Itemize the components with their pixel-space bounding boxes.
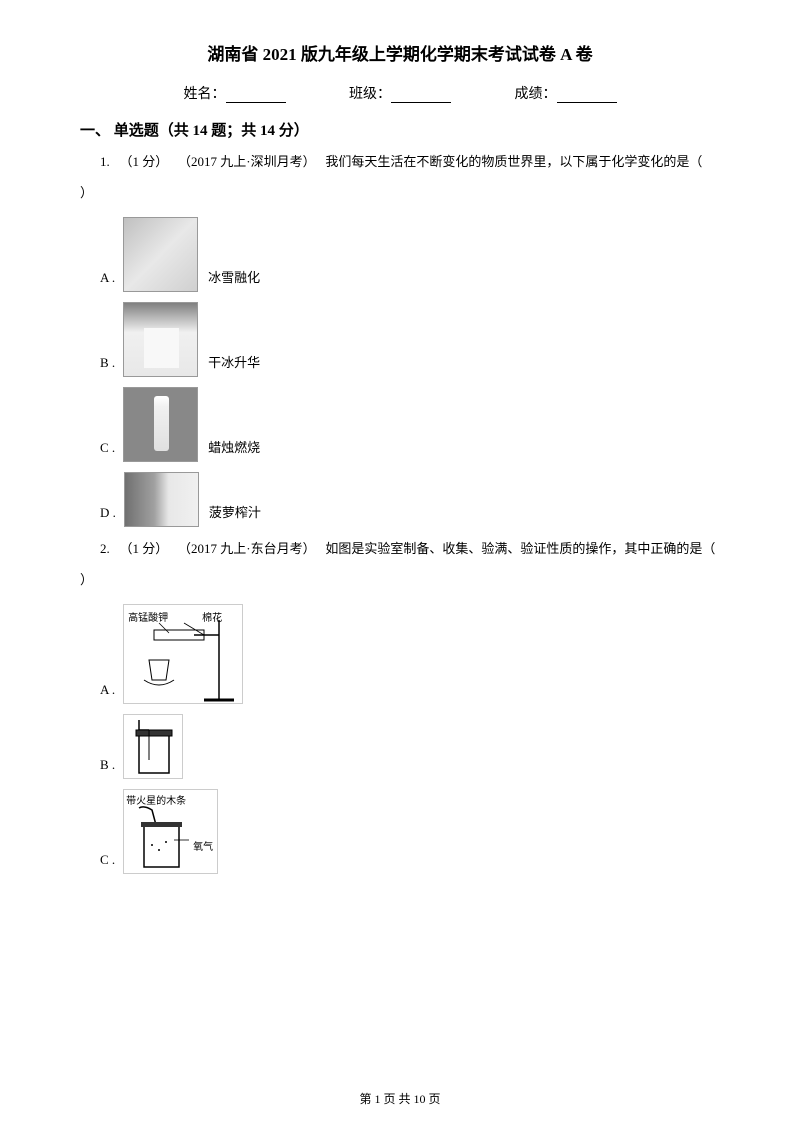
option-text-c: 蜡烛燃烧 xyxy=(208,437,260,462)
option-label-c: C . xyxy=(100,440,115,462)
section-title: 单选题（共 14 题；共 14 分） xyxy=(114,123,309,139)
name-label: 姓名： xyxy=(184,87,226,102)
option-text-d: 菠萝榨汁 xyxy=(209,502,261,527)
q1-close-paren: ） xyxy=(80,181,720,204)
option-label-a2: A . xyxy=(100,682,115,704)
question-1: 1. （1 分） （2017 九上·深圳月考） 我们每天生活在不断变化的物质世界… xyxy=(80,150,720,173)
q1-option-b: B . 干冰升华 xyxy=(100,302,720,377)
option-text-a: 冰雪融化 xyxy=(208,267,260,292)
q1-number: 1. xyxy=(100,154,110,169)
apparatus-a-left-label: 高锰酸钾 xyxy=(128,609,168,624)
section-header: 一、 单选题（共 14 题；共 14 分） xyxy=(80,119,720,140)
q1-option-d: D . 菠萝榨汁 xyxy=(100,472,720,527)
q2-option-a: A . 高锰酸钾 棉花 xyxy=(100,604,720,704)
pineapple-juice-image xyxy=(124,472,199,527)
q1-option-c: C . 蜡烛燃烧 xyxy=(100,387,720,462)
name-blank xyxy=(226,89,286,103)
apparatus-c-right-label: 氧气 xyxy=(193,838,213,853)
score-label: 成绩： xyxy=(515,87,557,102)
q1-points: （1 分） xyxy=(120,154,169,169)
student-info-row: 姓名： 班级： 成绩： xyxy=(80,83,720,103)
q2-stem: 如图是实验室制备、收集、验满、验证性质的操作，其中正确的是（ xyxy=(325,541,715,556)
q2-number: 2. xyxy=(100,541,110,556)
page-footer: 第 1 页 共 10 页 xyxy=(0,1090,800,1107)
q1-stem: 我们每天生活在不断变化的物质世界里，以下属于化学变化的是（ xyxy=(325,154,702,169)
option-label-b: B . xyxy=(100,355,115,377)
exam-title: 湖南省 2021 版九年级上学期化学期末考试试卷 A 卷 xyxy=(80,40,720,65)
question-2: 2. （1 分） （2017 九上·东台月考） 如图是实验室制备、收集、验满、验… xyxy=(80,537,720,560)
q2-source: （2017 九上·东台月考） xyxy=(178,541,316,556)
apparatus-c-image: 带火星的木条 氧气 xyxy=(123,789,218,874)
q2-option-c: C . 带火星的木条 氧气 xyxy=(100,789,720,874)
q2-points: （1 分） xyxy=(120,541,169,556)
option-label-c2: C . xyxy=(100,852,115,874)
option-label-d: D . xyxy=(100,505,116,527)
apparatus-a-right-label: 棉花 xyxy=(202,609,222,624)
apparatus-b-image xyxy=(123,714,183,779)
section-number: 一、 xyxy=(80,123,110,139)
ice-melting-image xyxy=(123,217,198,292)
apparatus-a-image: 高锰酸钾 棉花 xyxy=(123,604,243,704)
q1-option-a: A . 冰雪融化 xyxy=(100,217,720,292)
option-label-b2: B . xyxy=(100,757,115,779)
q2-option-b: B . xyxy=(100,714,720,779)
apparatus-c-top-label: 带火星的木条 xyxy=(126,792,186,807)
option-label-a: A . xyxy=(100,270,115,292)
option-text-b: 干冰升华 xyxy=(208,352,260,377)
q1-source: （2017 九上·深圳月考） xyxy=(178,154,316,169)
dry-ice-image xyxy=(123,302,198,377)
page-number: 第 1 页 共 10 页 xyxy=(359,1092,440,1106)
class-label: 班级： xyxy=(349,87,391,102)
score-blank xyxy=(557,89,617,103)
candle-burning-image xyxy=(123,387,198,462)
class-blank xyxy=(391,89,451,103)
q2-close-paren: ） xyxy=(80,568,720,591)
